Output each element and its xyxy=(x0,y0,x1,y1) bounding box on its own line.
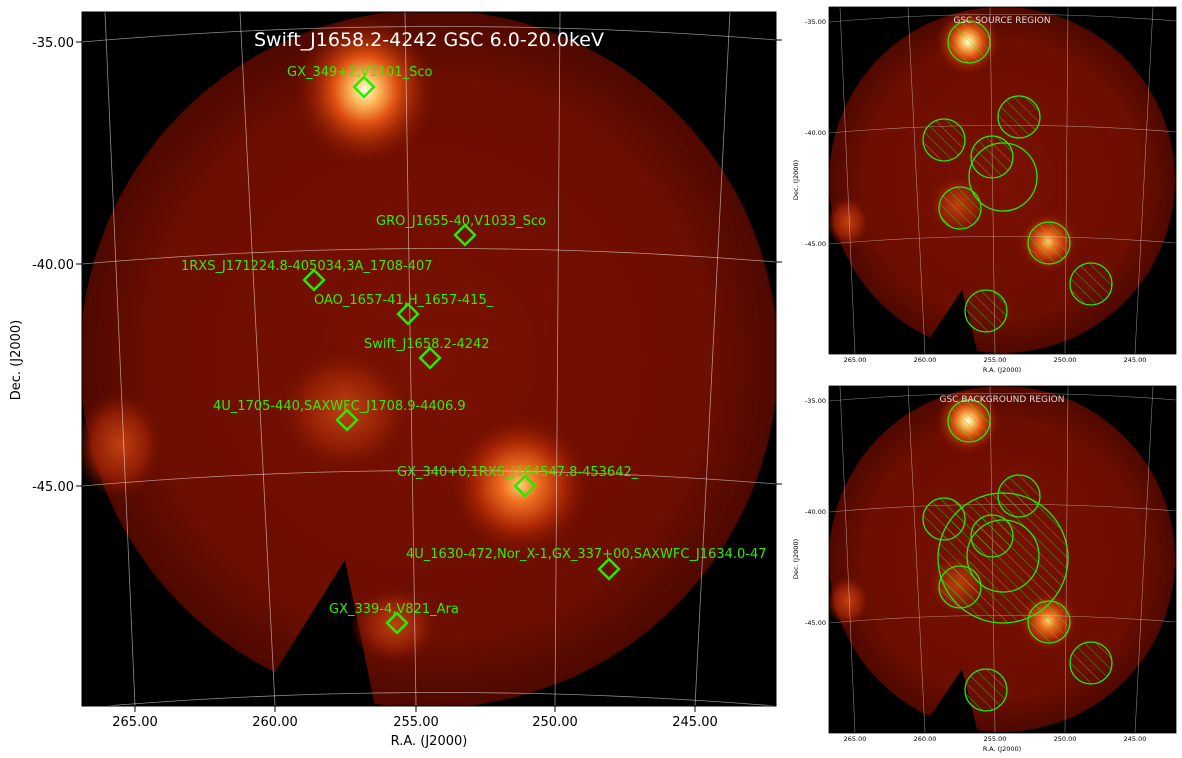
source-axes-frame xyxy=(828,6,1177,355)
dec-tick-label: -35.00 xyxy=(32,36,74,51)
dec-tick-label: -35.00 xyxy=(805,397,826,405)
ra-tick-label: 255.00 xyxy=(393,715,439,730)
region-circle xyxy=(1027,221,1071,265)
source-region-panel: GSC SOURCE REGION -35.00 -40.00 -45.00 2… xyxy=(792,6,1177,374)
region-circle xyxy=(922,497,966,541)
main-x-axis-label: R.A. (J2000) xyxy=(391,734,468,749)
source-glow xyxy=(82,390,165,500)
source-label: GX_339-4,V821_Ara xyxy=(329,602,459,617)
dec-tick-label: -45.00 xyxy=(805,240,826,248)
source-region-circles xyxy=(922,20,1113,333)
main-sky-image xyxy=(82,12,776,706)
source-label: GX_349+2,V1101_Sco xyxy=(287,65,432,80)
main-title: Swift_J1658.2-4242 GSC 6.0-20.0keV xyxy=(254,29,604,51)
source-marker xyxy=(513,474,537,498)
source-marker xyxy=(335,408,359,432)
region-circle xyxy=(1027,600,1071,644)
ra-tick-label: 255.00 xyxy=(984,356,1007,364)
source-label: GX_340+0,1RXS_J164547.8-453642_ xyxy=(397,465,639,480)
region-circle xyxy=(938,186,982,230)
target-source-circle xyxy=(968,142,1038,212)
source-marker xyxy=(352,75,376,99)
dec-tick-label: -40.00 xyxy=(805,508,826,516)
source-marker xyxy=(302,268,326,292)
background-axes-frame xyxy=(828,385,1177,734)
source-marker xyxy=(396,302,420,326)
ra-tick-label: 265.00 xyxy=(844,735,867,743)
background-y-axis-label: Dec. (J2000) xyxy=(792,539,800,579)
region-circle xyxy=(997,95,1041,139)
source-panel-title: GSC SOURCE REGION xyxy=(953,16,1050,26)
ra-tick-label: 245.00 xyxy=(1124,735,1147,743)
source-y-axis-label: Dec. (J2000) xyxy=(792,160,800,200)
main-y-axis-label: Dec. (J2000) xyxy=(9,320,24,400)
ra-tick-label: 260.00 xyxy=(914,735,937,743)
unexposed-region xyxy=(880,669,978,733)
ra-tick-label: 255.00 xyxy=(984,735,1007,743)
region-circle xyxy=(1069,262,1113,306)
ra-tick-label: 250.00 xyxy=(1054,356,1077,364)
region-circle xyxy=(938,565,982,609)
background-x-axis-label: R.A. (J2000) xyxy=(983,745,1021,753)
background-panel-title: GSC BACKGROUND REGION xyxy=(940,395,1065,405)
dec-tick-label: -35.00 xyxy=(805,18,826,26)
source-glow xyxy=(450,415,590,555)
field-of-view-disk xyxy=(82,12,776,706)
ra-tick-label: 265.00 xyxy=(844,356,867,364)
region-circle xyxy=(922,118,966,162)
ra-tick-label: 250.00 xyxy=(1054,735,1077,743)
region-circle xyxy=(970,135,1014,179)
coordinate-grid xyxy=(82,12,776,706)
coordinate-grid xyxy=(829,386,1176,733)
dec-tick-label: -45.00 xyxy=(32,480,74,495)
dec-tick-label: -45.00 xyxy=(805,619,826,627)
bright-source-glow xyxy=(295,15,435,165)
region-circle xyxy=(1069,641,1113,685)
region-circle xyxy=(947,20,991,64)
region-circle xyxy=(970,514,1014,558)
ra-tick-label: 260.00 xyxy=(252,715,298,730)
source-marker xyxy=(597,557,621,581)
source-label: 4U_1705-440,SAXWFC_J1708.9-4406.9 xyxy=(213,399,466,414)
source-glow xyxy=(350,585,440,665)
dec-tick-label: -40.00 xyxy=(805,129,826,137)
background-excluded-circles xyxy=(922,399,1113,712)
source-panel-image xyxy=(829,7,1176,354)
source-glow xyxy=(275,345,415,475)
source-marker xyxy=(453,223,477,247)
region-circle xyxy=(964,289,1008,333)
background-region-panel: GSC BACKGROUND REGION -35.00 -40.00 -45.… xyxy=(792,385,1177,753)
source-label: Swift_J1658.2-4242 xyxy=(364,337,490,352)
region-circle xyxy=(964,668,1008,712)
source-label: GRO_J1655-40,V1033_Sco xyxy=(376,214,546,229)
source-glow xyxy=(829,575,870,627)
ra-tick-label: 245.00 xyxy=(1124,356,1147,364)
dec-tick-label: -40.00 xyxy=(32,258,74,273)
region-circle xyxy=(997,474,1041,518)
ra-tick-label: 245.00 xyxy=(672,715,718,730)
source-label: OAO_1657-41,H_1657-415_ xyxy=(314,293,494,308)
source-x-axis-label: R.A. (J2000) xyxy=(983,366,1021,374)
main-axis-ticks xyxy=(76,39,782,712)
source-label: 4U_1630-472,Nor_X-1,GX_337+00,SAXWFC_J16… xyxy=(406,547,767,562)
main-image-panel: -35.00 -40.00 -45.00 265.00 260.00 255.0… xyxy=(9,11,782,749)
source-markers xyxy=(302,75,621,635)
source-marker xyxy=(418,346,442,370)
unexposed-region xyxy=(200,560,375,706)
source-label: 1RXS_J171224.8-405034,3A_1708-407 xyxy=(181,259,433,274)
source-glow xyxy=(829,196,870,248)
ra-tick-label: 265.00 xyxy=(112,715,158,730)
unexposed-region xyxy=(880,290,978,354)
main-axes-frame xyxy=(81,11,777,707)
ra-tick-label: 250.00 xyxy=(532,715,578,730)
region-circle xyxy=(947,399,991,443)
source-marker xyxy=(385,611,409,635)
background-panel-image xyxy=(829,386,1176,733)
ra-tick-label: 260.00 xyxy=(914,356,937,364)
